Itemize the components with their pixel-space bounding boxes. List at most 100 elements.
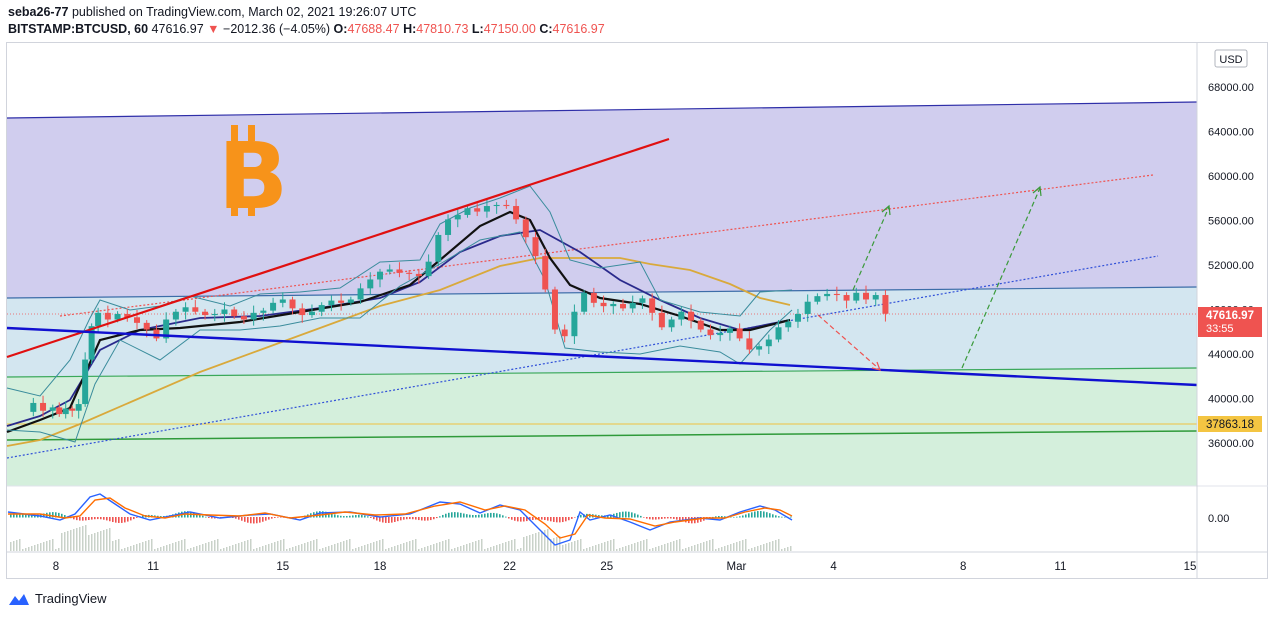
candle-body-59 <box>571 311 578 337</box>
bottom-green-line[interactable] <box>6 430 1198 441</box>
symbol-name[interactable]: BITSTAMP:BTCUSD, 60 <box>8 22 149 36</box>
volume-bar <box>301 544 303 551</box>
candle-body-79 <box>765 339 772 347</box>
volume-bar <box>505 542 507 551</box>
volume-bar <box>280 540 282 551</box>
currency-badge[interactable] <box>1214 49 1248 68</box>
histogram-bar <box>679 517 681 521</box>
volume-bar <box>31 546 33 551</box>
histogram-bar <box>133 517 135 520</box>
blue-falling-support-line[interactable] <box>6 326 1198 387</box>
open-value: 47688.47 <box>347 22 400 36</box>
volume-bar <box>46 541 48 551</box>
volume-bar <box>49 540 51 551</box>
last-price-badge <box>1198 307 1262 337</box>
histogram-bar <box>415 517 417 520</box>
volume-bar <box>265 545 267 551</box>
blue-dotted-trend[interactable] <box>6 255 1159 459</box>
candle-body-39 <box>377 271 383 280</box>
histogram-bar <box>379 517 381 522</box>
histogram-bar <box>544 517 546 521</box>
lower-green-line[interactable] <box>6 367 1198 378</box>
upper-channel-band <box>7 102 1197 298</box>
volume-bar <box>436 543 438 551</box>
histogram-bar <box>616 512 618 518</box>
time-tick-8: 8 <box>960 561 966 573</box>
candle-body-6 <box>69 408 76 411</box>
forecast-up-arrow-2[interactable] <box>961 187 1041 369</box>
price-candles[interactable] <box>30 198 889 419</box>
volume-bar <box>409 541 411 551</box>
volume-bar <box>784 548 786 551</box>
histogram-bar <box>517 517 519 522</box>
volume-bar <box>454 548 456 551</box>
volume-bar <box>712 539 714 551</box>
histogram-bar <box>448 512 450 518</box>
red-rising-trendline[interactable] <box>6 137 670 359</box>
oscillator-pane[interactable] <box>7 485 1268 551</box>
candle-body-29 <box>279 299 286 303</box>
histogram-bar <box>43 513 45 518</box>
histogram-bar <box>628 511 630 518</box>
histogram-bar <box>412 517 414 520</box>
histogram-bar <box>376 517 378 521</box>
histogram-bar <box>751 512 753 518</box>
volume-bar <box>667 543 669 551</box>
volume-bar <box>364 545 366 551</box>
price-axis[interactable]: 68000.00 64000.00 60000.00 56000.00 52000.00… <box>1208 82 1254 450</box>
volume-bar <box>691 546 693 551</box>
histogram-bar <box>208 517 210 518</box>
forecast-up-arrowhead-1-icon <box>881 204 891 216</box>
volume-bar <box>733 543 735 551</box>
histogram-bar <box>367 516 369 518</box>
volume-bar <box>778 539 780 551</box>
candle-body-40 <box>386 269 393 272</box>
volume-bar <box>349 539 351 551</box>
time-tick-10: 15 <box>1184 561 1197 573</box>
last-price-label: 47616.97 <box>1206 310 1254 322</box>
author-name[interactable]: seba26-77 <box>8 5 69 19</box>
volume-bar <box>514 539 516 551</box>
volume-bar <box>607 541 609 551</box>
histogram-bar <box>748 513 750 518</box>
candle-body-57 <box>551 289 558 330</box>
candle-body-75 <box>726 328 733 333</box>
chart-frame[interactable] <box>6 42 1268 579</box>
volume-bar <box>58 548 60 551</box>
candle-body-85 <box>824 293 831 297</box>
volume-bar <box>547 529 549 551</box>
volume-bar <box>271 543 273 551</box>
upper-channel-line[interactable] <box>6 101 1198 119</box>
tradingview-logo[interactable]: TradingView <box>8 591 107 606</box>
volume-bar <box>94 533 96 551</box>
histogram-bar <box>106 517 108 521</box>
volume-bar <box>106 529 108 551</box>
candle-body-80 <box>775 327 782 340</box>
histogram-bar <box>130 517 132 521</box>
histogram-bar <box>664 517 666 519</box>
time-axis[interactable]: 8 11 15 18 22 25 Mar 4 8 11 15 <box>53 561 1197 573</box>
histogram-bar <box>481 514 483 518</box>
volume-bar <box>211 541 213 551</box>
volume-bar <box>373 542 375 551</box>
forecast-down-arrow[interactable] <box>817 314 879 369</box>
histogram-bar <box>331 513 333 518</box>
candle-body-37 <box>357 288 364 300</box>
histogram-bar <box>724 516 726 518</box>
candle-body-11 <box>104 312 111 320</box>
volume-bar <box>130 546 132 551</box>
candle-body-14 <box>134 317 140 323</box>
candle-body-44 <box>425 261 432 277</box>
volume-bar <box>43 542 45 551</box>
volume-bar <box>34 545 36 551</box>
candle-body-42 <box>406 272 413 274</box>
histogram-bar <box>526 517 528 522</box>
histogram-bar <box>457 512 459 518</box>
volume-bar <box>718 548 720 551</box>
volume-bar <box>319 549 321 551</box>
middle-channel-line[interactable] <box>6 286 1198 299</box>
candle-body-89 <box>863 292 869 300</box>
volume-bar <box>562 545 564 551</box>
forecast-up-arrow-1[interactable] <box>852 206 890 291</box>
